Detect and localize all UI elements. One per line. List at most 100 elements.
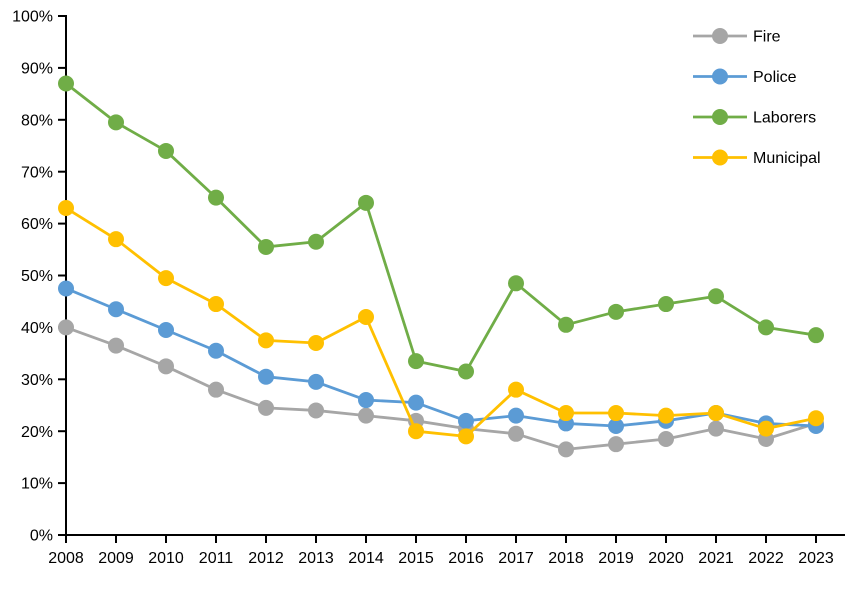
y-tick-label: 70% (21, 164, 53, 181)
legend-item-municipal: Municipal (693, 149, 821, 167)
legend-label-police: Police (753, 69, 797, 86)
series-laborers-marker (58, 75, 74, 92)
y-tick-label: 10% (21, 476, 53, 493)
series-municipal-marker (608, 405, 624, 422)
x-tick-label: 2013 (298, 550, 334, 567)
series-municipal-marker (708, 405, 724, 422)
series-fire-marker (308, 402, 324, 419)
series-police-line (64, 287, 818, 428)
series-police-marker (458, 412, 474, 429)
series-fire-marker (708, 420, 724, 437)
legend: Fire Police Laborers Municipal (693, 28, 821, 167)
series-laborers-marker (808, 327, 824, 344)
series-laborers-marker (758, 319, 774, 336)
series-fire (58, 319, 824, 458)
series-municipal-marker (108, 231, 124, 248)
x-tick-label: 2014 (348, 550, 384, 567)
series-municipal-marker (58, 200, 74, 217)
y-tick-label: 90% (21, 61, 53, 78)
series-fire-marker (558, 441, 574, 458)
series-laborers-marker (408, 353, 424, 370)
series-fire-line (64, 325, 818, 451)
series-laborers-marker (708, 288, 724, 305)
series-municipal-marker (358, 309, 374, 326)
legend-marker-fire (712, 28, 728, 44)
y-tick-label: 50% (21, 268, 53, 285)
legend-label-fire: Fire (753, 29, 781, 46)
series-municipal-marker (508, 381, 524, 398)
series-fire-marker (608, 436, 624, 453)
series-police-marker (158, 321, 174, 338)
series-police-marker (508, 407, 524, 424)
x-tick-label: 2021 (698, 550, 734, 567)
series-fire-marker (358, 407, 374, 424)
x-tick-label: 2008 (48, 550, 84, 567)
series-laborers-marker (158, 142, 174, 159)
series-laborers-marker (458, 363, 474, 380)
series-municipal-marker (558, 405, 574, 422)
series-laborers-line (64, 82, 818, 373)
series-municipal (58, 200, 824, 445)
x-tick-label: 2010 (148, 550, 184, 567)
series-municipal-marker (808, 410, 824, 427)
series-municipal-marker (308, 334, 324, 351)
series-fire-marker (108, 337, 124, 354)
series-laborers-marker (608, 303, 624, 320)
legend-marker-laborers (712, 109, 728, 125)
series-municipal-line (64, 206, 818, 438)
x-tick-label: 2018 (548, 550, 584, 567)
series-fire-marker (508, 425, 524, 442)
legend-item-police: Police (693, 68, 797, 86)
legend-label-laborers: Laborers (753, 110, 816, 127)
axes: 0% 10% 20% 30% 40% 50% 60% 70% 80% 90% 100% 2008 200… (12, 9, 845, 567)
y-tick-label: 40% (21, 320, 53, 337)
series-police-marker (58, 280, 74, 297)
x-tick-label: 2023 (798, 550, 834, 567)
series-municipal-marker (408, 423, 424, 440)
series-laborers-marker (208, 189, 224, 206)
series-fire-marker (658, 430, 674, 447)
y-tick-label: 100% (12, 9, 53, 26)
series-laborers-marker (508, 275, 524, 292)
x-tick-label: 2020 (648, 550, 684, 567)
y-tick-label: 0% (30, 528, 53, 545)
series-municipal-marker (458, 428, 474, 445)
series-laborers-marker (658, 296, 674, 313)
series-police-marker (258, 368, 274, 385)
series-fire-marker (158, 358, 174, 375)
y-tick-label: 20% (21, 424, 53, 441)
series-police-marker (358, 392, 374, 409)
series-municipal-marker (658, 407, 674, 424)
series-municipal-marker (758, 420, 774, 437)
x-tick-label: 2022 (748, 550, 784, 567)
legend-item-fire: Fire (693, 28, 781, 46)
x-tick-label: 2011 (199, 550, 234, 567)
legend-item-laborers: Laborers (693, 109, 816, 127)
legend-label-municipal: Municipal (753, 150, 821, 167)
series-laborers-marker (258, 238, 274, 255)
x-tick-label: 2016 (448, 550, 484, 567)
y-tick-label: 30% (21, 372, 53, 389)
series-police-marker (608, 418, 624, 435)
legend-marker-municipal (712, 149, 728, 166)
legend-marker-police (712, 68, 728, 85)
series-municipal-marker (158, 270, 174, 287)
x-tick-label: 2012 (248, 550, 284, 567)
series-laborers-marker (308, 233, 324, 250)
series-municipal-marker (258, 332, 274, 349)
y-tick-label: 80% (21, 112, 53, 129)
series-laborers-marker (358, 194, 374, 211)
x-tick-label: 2009 (98, 550, 134, 567)
series-laborers-marker (558, 316, 574, 333)
x-tick-label: 2017 (498, 550, 534, 567)
series-police-marker (408, 394, 424, 411)
series-police-marker (308, 373, 324, 390)
series-police-marker (208, 342, 224, 359)
series-municipal-marker (208, 296, 224, 313)
x-tick-label: 2019 (598, 550, 634, 567)
series-fire-marker (258, 399, 274, 416)
series-police-marker (108, 301, 124, 318)
series-fire-marker (58, 319, 74, 336)
